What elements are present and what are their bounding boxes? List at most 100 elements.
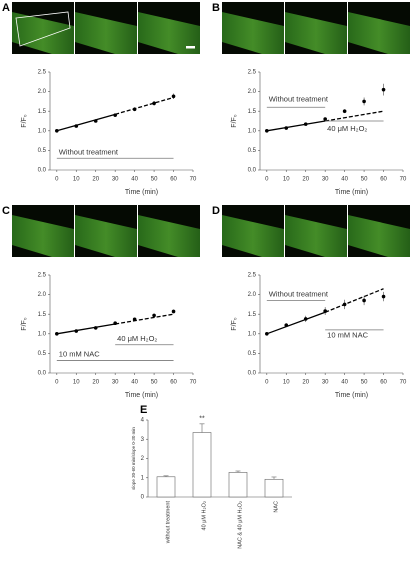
y-tick-label: 0.0 bbox=[248, 168, 257, 174]
x-tick-label: 30 bbox=[112, 380, 119, 386]
y-axis-label: F/F₀ bbox=[21, 114, 28, 127]
x-tick-label: 0 bbox=[265, 177, 269, 183]
significance: ** bbox=[199, 416, 205, 423]
y-axis-label: F/F₀ bbox=[21, 317, 28, 330]
data-point bbox=[362, 298, 366, 303]
y-tick-label: 1.0 bbox=[38, 128, 47, 134]
x-tick-label: 30 bbox=[112, 177, 119, 183]
data-point bbox=[303, 317, 308, 321]
x-tick-label: 30 bbox=[322, 177, 329, 183]
bar bbox=[192, 432, 212, 498]
roi-outline bbox=[15, 11, 71, 47]
y-axis-label: F/F₀ bbox=[231, 114, 238, 127]
fiber bbox=[285, 12, 347, 54]
fiber bbox=[138, 12, 200, 54]
fit-line bbox=[114, 96, 174, 115]
data-point bbox=[362, 99, 366, 104]
fit-line bbox=[56, 113, 116, 132]
data-point bbox=[152, 101, 156, 106]
panel-letter: B bbox=[212, 2, 220, 14]
annotation: Without treatment bbox=[269, 94, 329, 103]
fiber bbox=[222, 12, 284, 54]
y-tick-label: 0.0 bbox=[38, 371, 47, 377]
y-tick-label: 4 bbox=[141, 418, 145, 424]
x-tick-label: 40 bbox=[131, 380, 138, 386]
fit-line bbox=[325, 110, 384, 122]
data-point bbox=[323, 309, 327, 313]
data-point bbox=[152, 313, 156, 318]
x-tick-label: 60 bbox=[170, 380, 177, 386]
x-tick-label: 50 bbox=[151, 380, 158, 386]
data-point bbox=[93, 119, 98, 123]
x-axis-label: Time (min) bbox=[125, 392, 158, 399]
annotation: Without treatment bbox=[59, 147, 119, 156]
y-tick-label: 1.5 bbox=[248, 109, 257, 115]
x-tick-label: 70 bbox=[190, 380, 197, 386]
x-tick-label: 40 bbox=[341, 380, 348, 386]
y-tick-label: 1 bbox=[141, 475, 145, 481]
y-tick-label: 1.5 bbox=[38, 109, 47, 115]
y-tick-label: 1.0 bbox=[38, 331, 47, 337]
x-axis-label: Time (min) bbox=[335, 392, 368, 399]
data-point bbox=[303, 122, 308, 126]
fit-line bbox=[324, 288, 384, 313]
y-tick-label: 0 bbox=[141, 495, 145, 501]
fiber bbox=[348, 215, 410, 257]
data-point bbox=[171, 309, 176, 314]
x-tick-label: 70 bbox=[400, 177, 407, 183]
x-tick-label: NAC & 40 μM H₂O₂ bbox=[237, 501, 243, 549]
x-tick-label: 20 bbox=[92, 380, 99, 386]
y-tick-label: 2.0 bbox=[248, 292, 257, 298]
x-tick-label: 30 bbox=[322, 380, 329, 386]
data-point bbox=[132, 317, 137, 322]
fit-line bbox=[266, 120, 326, 132]
data-point bbox=[74, 329, 79, 333]
data-point bbox=[171, 94, 176, 99]
x-tick-label: 10 bbox=[73, 177, 80, 183]
fiber bbox=[75, 12, 137, 54]
annotation: 40 μM H₂O₂ bbox=[117, 334, 157, 343]
y-tick-label: 2.0 bbox=[38, 89, 47, 95]
fiber bbox=[75, 215, 137, 257]
y-tick-label: 1.5 bbox=[38, 312, 47, 318]
x-tick-label: 50 bbox=[361, 380, 368, 386]
y-tick-label: 2 bbox=[141, 456, 145, 462]
x-tick-label: 60 bbox=[380, 380, 387, 386]
y-tick-label: 1.0 bbox=[248, 331, 257, 337]
scale-bar bbox=[186, 46, 195, 49]
annotation: 10 mM NAC bbox=[327, 331, 368, 340]
x-tick-label: 40 bbox=[341, 177, 348, 183]
data-point bbox=[265, 332, 269, 336]
annotation: 10 mM NAC bbox=[59, 350, 100, 359]
x-tick-label: 20 bbox=[302, 380, 309, 386]
y-tick-label: 3 bbox=[141, 437, 145, 443]
x-tick-label: 0 bbox=[265, 380, 269, 386]
data-point bbox=[342, 109, 347, 113]
x-tick-label: 0 bbox=[55, 177, 59, 183]
data-point bbox=[323, 117, 327, 121]
x-axis-label: Time (min) bbox=[335, 189, 368, 196]
y-tick-label: 1.0 bbox=[248, 128, 257, 134]
x-tick-label: 20 bbox=[92, 177, 99, 183]
y-tick-label: 0.0 bbox=[38, 168, 47, 174]
fit-line bbox=[266, 311, 326, 335]
x-tick-label: 40 bbox=[131, 177, 138, 183]
y-tick-label: 0.5 bbox=[38, 351, 47, 357]
data-point bbox=[342, 302, 347, 307]
data-point bbox=[284, 126, 289, 130]
x-tick-label: 50 bbox=[151, 177, 158, 183]
y-tick-label: 1.5 bbox=[248, 312, 257, 318]
y-tick-label: 2.5 bbox=[248, 273, 257, 279]
x-tick-label: 20 bbox=[302, 177, 309, 183]
annotation: Without treatment bbox=[269, 290, 329, 299]
y-tick-label: 0.5 bbox=[248, 351, 257, 357]
bar bbox=[156, 476, 176, 498]
x-axis-label: Time (min) bbox=[125, 189, 158, 196]
data-point bbox=[381, 87, 386, 92]
y-tick-label: 2.0 bbox=[248, 89, 257, 95]
panel-letter: C bbox=[2, 205, 10, 217]
x-tick-label: 0 bbox=[55, 380, 59, 386]
x-tick-label: 40 μM H₂O₂ bbox=[201, 501, 207, 530]
data-point bbox=[55, 332, 59, 336]
